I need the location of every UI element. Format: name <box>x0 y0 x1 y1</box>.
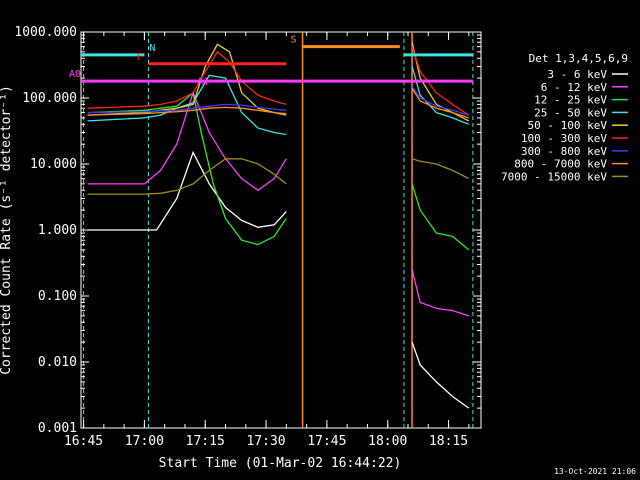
legend-item-label: 25 - 50 keV <box>534 106 607 119</box>
series-line <box>87 90 470 317</box>
x-tick-label: 18:00 <box>368 434 407 449</box>
series-line <box>87 158 470 195</box>
flag-label: F <box>136 52 142 63</box>
x-tick-label: 17:30 <box>246 434 285 449</box>
x-axis: 16:45 17:00 17:15 17:30 17:45 18:00 18:15 <box>64 32 470 449</box>
y-axis-label: Corrected Count Rate (s⁻¹ detector⁻¹) <box>0 85 14 375</box>
legend-item-label: 12 - 25 keV <box>534 94 607 107</box>
x-tick-label: 16:45 <box>64 434 103 449</box>
x-tick-label: 18:15 <box>429 434 468 449</box>
y-tick-label: 0.010 <box>38 355 77 370</box>
x-axis-label: Start Time (01-Mar-02 16:44:22) <box>159 456 402 471</box>
flag-label: S <box>291 35 297 46</box>
series-line <box>87 86 469 116</box>
series-line <box>87 46 470 116</box>
flag-label: N <box>149 43 155 54</box>
annotation-label: A1 <box>197 77 209 88</box>
legend-item-label: 7000 - 15000 keV <box>501 170 607 183</box>
y-tick-label: 0.001 <box>38 421 77 436</box>
y-axis: 0.001 0.010 0.100 1.000 10.000 100.000 1000.00… <box>14 25 481 436</box>
series-line <box>87 88 470 119</box>
flag-label: A0 <box>69 69 81 80</box>
series-line <box>87 66 470 136</box>
legend-item-label: 3 - 6 keV <box>547 68 607 81</box>
y-tick-label: 1.000 <box>38 223 77 238</box>
y-tick-label: 100.000 <box>22 91 77 106</box>
series-line <box>87 91 470 251</box>
x-tick-label: 17:00 <box>125 434 164 449</box>
legend-item-label: 100 - 300 keV <box>521 132 607 145</box>
legend-item-label: 50 - 100 keV <box>528 119 608 132</box>
timestamp: 13-Oct-2021 21:06 <box>554 467 636 476</box>
legend-item-label: 300 - 800 keV <box>521 145 607 158</box>
y-tick-label: 0.100 <box>38 289 77 304</box>
x-tick-label: 17:15 <box>186 434 225 449</box>
legend-title: Det 1,3,4,5,6,9 <box>529 52 628 65</box>
legend-item-label: 6 - 12 keV <box>541 81 608 94</box>
x-tick-label: 17:45 <box>307 434 346 449</box>
series-line <box>87 150 470 409</box>
chart-title: RHESSI Observing Summary Count Rates, Co… <box>68 2 492 20</box>
y-tick-label: 1000.000 <box>14 25 77 40</box>
legend-item-label: 800 - 7000 keV <box>514 158 607 171</box>
y-tick-label: 10.000 <box>30 157 77 172</box>
